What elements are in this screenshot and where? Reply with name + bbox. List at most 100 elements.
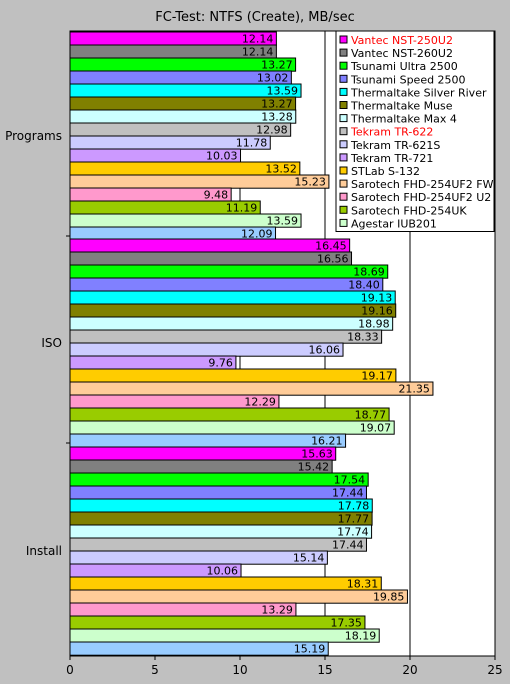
bar-value-label: 13.52 [265,163,297,176]
bar-value-label: 17.54 [334,474,366,487]
bar [69,342,344,357]
bar-value-label: 16.06 [309,344,341,357]
bar [69,589,408,604]
bar-value-label: 15.63 [301,448,333,461]
bar-value-label: 17.77 [338,513,370,526]
bar-value-label: 12.09 [241,228,273,241]
legend-entry: Sarotech FHD-254UF2 U2 [351,191,491,204]
bar-value-label: 13.02 [257,72,289,85]
legend-entry: Sarotech FHD-254UF2 FW [351,178,494,191]
bar-value-label: 13.27 [261,98,293,111]
bar [69,628,380,643]
x-tick-label: 25 [487,663,502,677]
bar [69,303,397,318]
bar [69,174,330,189]
bar [69,537,367,552]
legend-swatch [339,127,348,136]
legend-swatch [339,101,348,109]
bar [69,472,369,487]
legend-swatch [339,192,348,201]
bar-value-label: 13.59 [267,215,299,228]
bar-value-label: 12.29 [244,396,276,409]
bar-value-label: 15.19 [294,643,326,656]
bar-value-label: 12.14 [242,46,274,59]
legend-swatch [339,114,348,123]
legend-entry: Agestar IUB201 [351,217,437,230]
bar [69,290,396,305]
legend-entry: Tekram TR-622 [350,126,433,139]
bar [69,459,333,474]
chart-title: FC-Test: NTFS (Create), MB/sec [155,10,355,25]
legend-swatch [339,205,348,214]
legend-swatch [339,74,348,83]
bar [69,576,382,591]
legend-swatch [339,140,348,149]
legend-swatch [339,166,348,175]
bar [69,381,434,396]
bar [69,420,395,435]
x-tick-label: 20 [402,663,417,677]
legend-swatch [339,218,348,227]
bar-value-label: 16.56 [317,253,349,266]
bar [69,368,397,383]
bar-value-label: 18.40 [348,279,380,292]
bar [69,264,389,279]
bar-value-label: 11.78 [236,137,268,150]
bar-value-label: 16.21 [311,435,343,448]
category-label: ISO [41,336,62,350]
legend-entry: STLab S-132 [351,165,420,178]
bar [69,511,373,526]
bar-value-label: 19.85 [373,591,405,604]
legend-swatch [339,61,348,70]
bar-value-label: 18.98 [358,318,390,331]
bar-value-label: 17.78 [338,500,370,513]
bar-value-label: 18.33 [347,331,379,344]
category-labels: Programs ISO Install [5,129,62,558]
bar [69,407,390,422]
legend-entry: Vantec NST-250U2 [351,34,453,47]
legend-entry: Sarotech FHD-254UK [351,204,467,217]
bar-value-label: 17.74 [337,526,369,539]
bar-value-label: 18.69 [353,266,385,279]
bar-value-label: 18.77 [355,409,387,422]
bar [69,524,373,539]
bar [69,433,347,448]
legend-entry: Tsunami Speed 2500 [350,73,466,86]
bar-value-label: 21.35 [398,383,430,396]
bar-value-label: 15.14 [293,552,325,565]
bar-value-label: 9.48 [204,189,229,202]
legend-entry: Thermaltake Muse [350,100,453,113]
legend-box [335,30,495,232]
bar-value-label: 17.44 [332,487,364,500]
bar-value-label: 19.07 [360,422,392,435]
legend-swatch [339,48,348,57]
bar-value-label: 19.13 [361,292,393,305]
bar-value-label: 16.45 [315,240,347,253]
bar [69,316,394,331]
bar-value-label: 18.19 [345,630,377,643]
category-label: Programs [5,129,62,143]
legend-swatch [339,35,348,44]
bar-value-label: 9.76 [208,357,233,370]
bar [69,498,373,513]
bar-value-label: 19.17 [361,370,393,383]
bar-value-label: 15.42 [298,461,330,474]
bar [69,615,366,630]
bar [69,251,353,266]
bar-value-label: 10.06 [207,565,239,578]
x-tick-label: 10 [232,663,247,677]
bar-value-label: 13.28 [261,111,293,124]
legend-swatch [339,87,348,96]
bar [69,641,329,656]
legend-entry: Thermaltake Max 4 [350,113,457,126]
bar-value-label: 13.27 [261,59,293,72]
bar-value-label: 13.59 [267,85,299,98]
bar [69,550,328,565]
bar-value-label: 13.29 [261,604,293,617]
x-axis: 0 5 10 15 20 25 [66,235,503,677]
legend-entry: Tsunami Ultra 2500 [350,60,458,73]
bars: 12.1412.1413.2713.0213.5913.2713.2812.98… [69,31,434,656]
bar-value-label: 10.03 [206,150,238,163]
